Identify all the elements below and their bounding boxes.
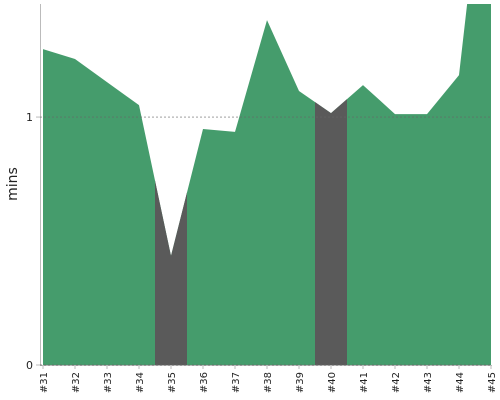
- x-tick-label: #40: [327, 372, 338, 393]
- x-tick-label: #32: [71, 372, 82, 393]
- x-tick-label: #44: [455, 372, 466, 393]
- x-tick-label: #45: [487, 372, 498, 393]
- x-tick-label: #37: [231, 372, 242, 393]
- x-tick-label: #36: [199, 372, 210, 393]
- x-tick-label: #31: [39, 372, 50, 393]
- x-tick-label: #34: [135, 372, 146, 393]
- x-tick-label: #42: [391, 372, 402, 393]
- status-band: [315, 4, 347, 365]
- area: [43, 4, 491, 365]
- x-tick-label: #38: [263, 372, 274, 393]
- y-tick-label: 0: [26, 359, 33, 372]
- x-tick-label: #41: [359, 372, 370, 393]
- x-tick-label: #33: [103, 372, 114, 393]
- y-tick-label: 1: [26, 111, 33, 124]
- y-axis-label: mins: [5, 167, 21, 201]
- x-tick-label: #39: [295, 372, 306, 393]
- x-tick-label: #43: [423, 372, 434, 393]
- x-tick-label: #35: [167, 372, 178, 393]
- status-band: [155, 4, 187, 365]
